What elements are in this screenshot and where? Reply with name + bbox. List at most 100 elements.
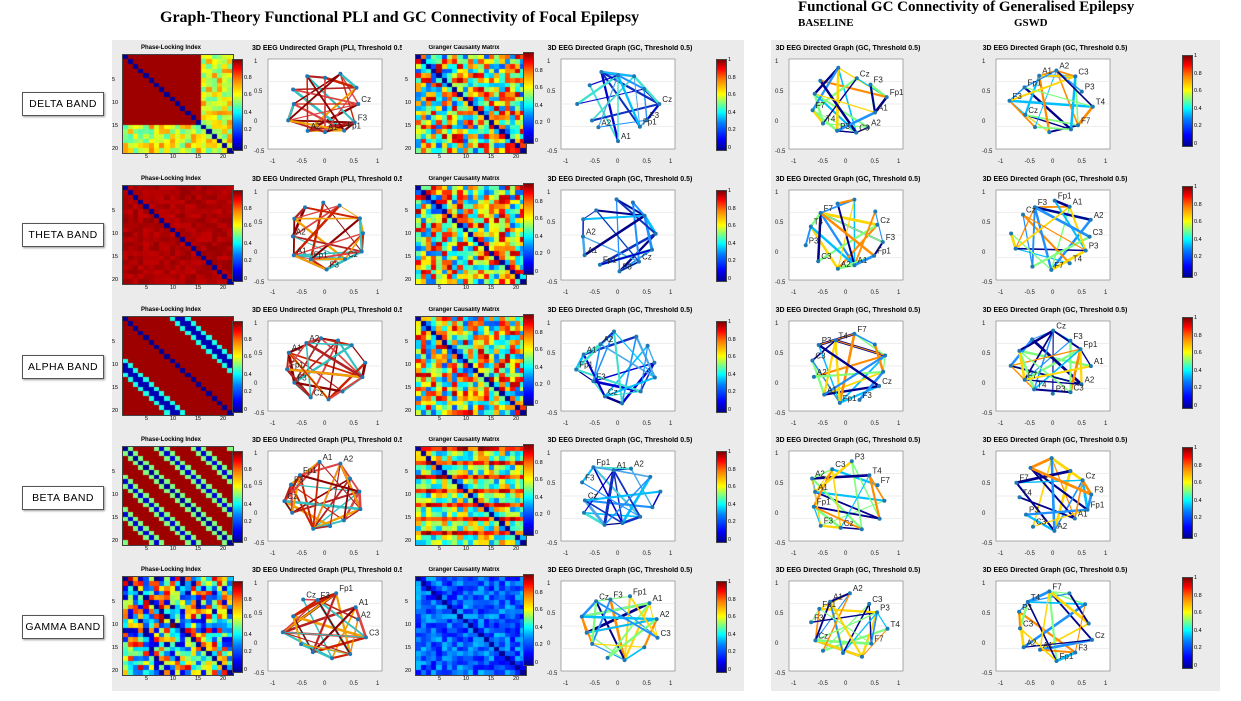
graph-edge bbox=[292, 614, 367, 639]
graph-edge bbox=[282, 631, 367, 638]
graph-xtick: 1 bbox=[669, 290, 673, 296]
node-label: T4 bbox=[1037, 380, 1047, 389]
pli-matrix-theta-xtick: 10 bbox=[170, 285, 177, 291]
graph-node bbox=[642, 87, 647, 91]
graph-node bbox=[1031, 524, 1035, 529]
graph-node bbox=[642, 645, 647, 650]
graph-node bbox=[317, 459, 322, 464]
gswd-colorbar-gamma-tick: 0.2 bbox=[1194, 645, 1202, 652]
gc-colorbar-gamma-tick: 0.4 bbox=[535, 624, 543, 631]
graph-edge bbox=[1009, 75, 1076, 102]
graph-edge bbox=[813, 505, 863, 531]
node-label: A2 bbox=[1094, 211, 1104, 220]
graph-ytick: 1 bbox=[775, 581, 779, 587]
graph-edge bbox=[813, 370, 884, 378]
gc-matrix-beta-heatmap bbox=[415, 446, 527, 546]
graph-node bbox=[1032, 387, 1037, 392]
graph-edge bbox=[613, 331, 656, 378]
node-label: A2 bbox=[841, 260, 851, 269]
graph-edge bbox=[597, 75, 619, 128]
graph-edge bbox=[651, 491, 662, 508]
graph-node bbox=[655, 635, 660, 640]
baseline-gc-graph-delta: 3D EEG Directed Graph (GC, Threshold 0.5… bbox=[773, 45, 923, 169]
graph-edge bbox=[1018, 350, 1071, 393]
graph-node bbox=[1013, 246, 1018, 251]
pli-matrix-delta-heatmap bbox=[122, 54, 234, 154]
pli-matrix-gamma-xtick: 10 bbox=[170, 676, 177, 682]
graph-edge bbox=[617, 74, 645, 90]
gc-matrix-alpha-xtick: 5 bbox=[438, 416, 442, 422]
node-label: A2 bbox=[660, 610, 670, 619]
graph-xtick: -1 bbox=[998, 290, 1004, 296]
graph-edge bbox=[814, 608, 821, 641]
node-label: A1 bbox=[878, 104, 888, 113]
graph-edge bbox=[283, 500, 293, 514]
graph-edge bbox=[873, 241, 884, 257]
graph-edge bbox=[595, 210, 640, 262]
graph-node bbox=[818, 523, 823, 528]
graph-edge bbox=[1033, 348, 1082, 391]
gswd-colorbar-delta-tick: 0.2 bbox=[1194, 123, 1202, 130]
graph-node bbox=[653, 231, 658, 236]
gc-focal-side-colorbar-beta bbox=[716, 451, 727, 543]
node-label: A2 bbox=[601, 118, 611, 127]
gc-colorbar-gamma-tick: 0.8 bbox=[535, 589, 543, 596]
graph-edge bbox=[820, 212, 884, 243]
graph-edge bbox=[282, 592, 337, 634]
graph-node bbox=[1068, 338, 1073, 343]
graph-edge bbox=[327, 361, 367, 401]
pli-matrix-theta-ytick: 10 bbox=[112, 231, 119, 237]
graph-node bbox=[854, 130, 859, 135]
graph-node bbox=[602, 522, 607, 527]
graph-edge bbox=[1051, 457, 1076, 519]
node-label: Fp1 bbox=[843, 394, 857, 403]
graph-node bbox=[873, 110, 877, 115]
pli-colorbar-delta-tick: 0.8 bbox=[244, 74, 252, 81]
pli-matrix-theta-xtick: 5 bbox=[145, 285, 149, 291]
node-label: T4 bbox=[872, 466, 882, 475]
graph-node bbox=[647, 601, 652, 606]
graph-node bbox=[810, 108, 815, 113]
graph-edge bbox=[1010, 365, 1035, 390]
graph-node bbox=[830, 467, 835, 472]
gc-matrix-delta: Granger Causality Matrix 5 5 10 10 15 15 20 20 bbox=[405, 45, 540, 163]
graph-xtick: -0.5 bbox=[1025, 290, 1036, 296]
pli-colorbar-gamma bbox=[232, 581, 243, 673]
graph-edge bbox=[299, 462, 341, 477]
graph-ytick: 0 bbox=[982, 250, 986, 256]
pli-matrix-gamma-xtick: 20 bbox=[220, 676, 227, 682]
gswd-colorbar-gamma bbox=[1182, 577, 1193, 669]
graph-node bbox=[292, 216, 297, 221]
gc-colorbar-beta-tick: 0 bbox=[535, 530, 539, 536]
gc-focal-side-colorbar-beta-tick: 0.2 bbox=[728, 519, 736, 526]
graph-edge bbox=[1081, 479, 1093, 496]
pli-colorbar-alpha-tick: 0.6 bbox=[244, 354, 252, 361]
graph-edge bbox=[292, 204, 341, 257]
gswd-colorbar-theta-tick: 0.2 bbox=[1194, 254, 1202, 261]
graph-ytick: 0.5 bbox=[775, 89, 784, 95]
graph-edge bbox=[839, 385, 880, 404]
graph-ytick: 0.5 bbox=[547, 89, 556, 95]
graph-edge bbox=[300, 643, 351, 655]
pli-graph-alpha-title: 3D EEG Undirected Graph (PLI, Threshold … bbox=[252, 307, 402, 314]
gc-matrix-beta-xtick: 15 bbox=[488, 546, 495, 552]
graph-node bbox=[835, 201, 840, 206]
pli-matrix-delta-ytick: 20 bbox=[112, 146, 119, 152]
graph-ytick: 0 bbox=[547, 511, 551, 517]
gswd-gc-graph-gamma-title: 3D EEG Directed Graph (GC, Threshold 0.5… bbox=[982, 567, 1128, 574]
graph-edge bbox=[283, 461, 321, 502]
graph-node bbox=[1038, 647, 1042, 652]
graph-ytick: 1 bbox=[775, 190, 779, 196]
gc-focal-side-colorbar-delta-tick: 0.8 bbox=[728, 74, 736, 81]
graph-edge bbox=[1055, 69, 1094, 108]
pli-colorbar-beta-tick: 0.4 bbox=[244, 501, 252, 508]
graph-node bbox=[1051, 328, 1056, 333]
graph-xtick: -0.5 bbox=[590, 681, 601, 687]
graph-ytick: 1 bbox=[254, 321, 258, 327]
graph-node bbox=[1050, 391, 1055, 396]
graph-edge bbox=[1016, 479, 1083, 484]
